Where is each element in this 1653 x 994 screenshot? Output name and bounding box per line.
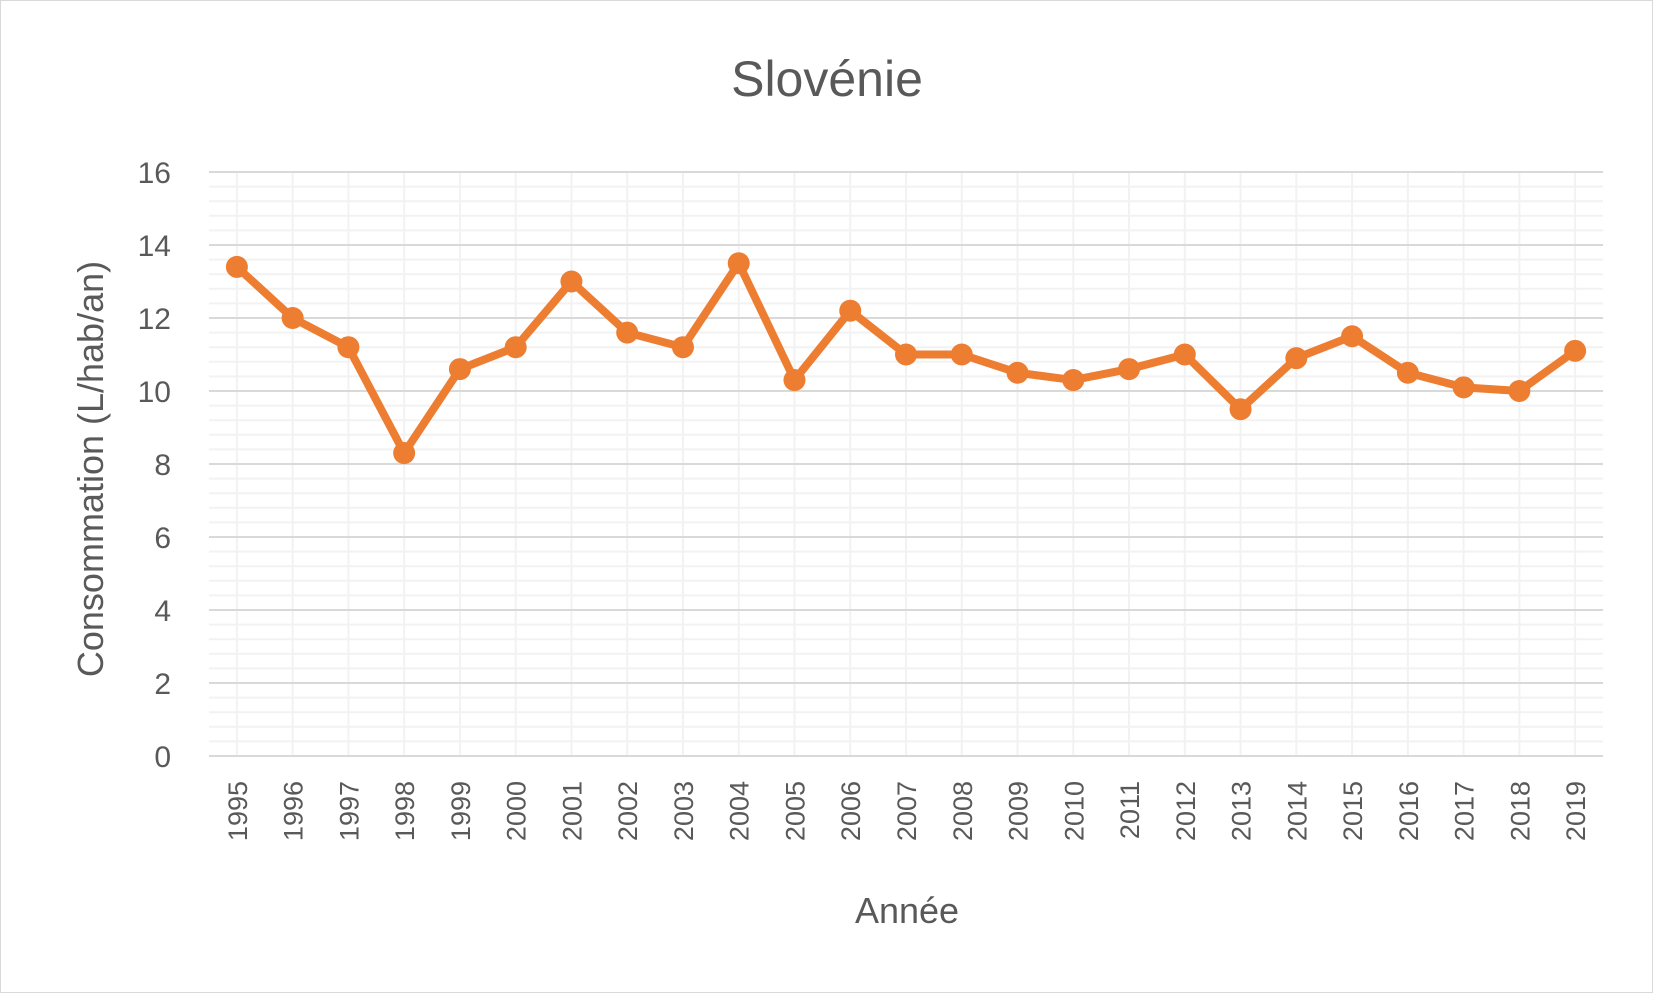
data-point bbox=[1173, 343, 1196, 366]
y-tick-label: 4 bbox=[154, 595, 171, 628]
data-point bbox=[895, 343, 917, 366]
data-point bbox=[1229, 398, 1252, 421]
data-point bbox=[727, 252, 750, 275]
data-point bbox=[393, 442, 416, 465]
data-points bbox=[225, 252, 1587, 465]
data-point bbox=[839, 299, 862, 322]
y-axis-title: Consommation (L/hab/an) bbox=[70, 261, 111, 677]
data-point bbox=[1118, 358, 1141, 381]
y-tick-label: 2 bbox=[154, 668, 171, 701]
data-point bbox=[1062, 369, 1085, 392]
data-point bbox=[783, 369, 806, 392]
x-tick-label: 2012 bbox=[1171, 781, 1201, 841]
x-tick-label: 2006 bbox=[836, 781, 866, 841]
x-tick-label: 2004 bbox=[725, 781, 755, 841]
x-tick-label: 2019 bbox=[1561, 781, 1591, 841]
x-tick-label: 2014 bbox=[1282, 781, 1312, 841]
data-point bbox=[1508, 380, 1531, 402]
data-point bbox=[281, 307, 304, 329]
data-point bbox=[671, 336, 694, 359]
chart-title: Slovénie bbox=[731, 51, 923, 107]
x-axis-title: Année bbox=[855, 890, 959, 931]
y-tick-label: 12 bbox=[138, 303, 171, 336]
x-tick-label: 2011 bbox=[1115, 781, 1145, 839]
data-point bbox=[1564, 339, 1587, 362]
x-tick-label: 1997 bbox=[334, 781, 364, 841]
data-point bbox=[337, 336, 360, 359]
x-tick-label: 1996 bbox=[279, 781, 309, 841]
x-tick-label: 2002 bbox=[613, 781, 643, 841]
x-tick-label: 1999 bbox=[446, 781, 476, 841]
data-point bbox=[1285, 347, 1308, 370]
x-tick-label: 2016 bbox=[1394, 781, 1424, 841]
y-tick-label: 6 bbox=[154, 522, 171, 555]
y-tick-label: 10 bbox=[138, 376, 171, 409]
x-tick-label: 2013 bbox=[1227, 781, 1257, 841]
x-tick-label: 2010 bbox=[1059, 781, 1089, 841]
data-point bbox=[616, 321, 639, 344]
y-tick-label: 16 bbox=[138, 157, 171, 190]
data-point bbox=[1341, 325, 1364, 348]
data-point bbox=[225, 255, 248, 278]
data-point bbox=[1396, 361, 1419, 384]
y-tick-label: 0 bbox=[154, 741, 171, 774]
x-tick-label: 2000 bbox=[502, 781, 532, 841]
y-tick-label: 14 bbox=[138, 230, 171, 263]
x-tick-label: 1998 bbox=[390, 781, 420, 841]
data-point bbox=[448, 358, 471, 381]
x-tick-label: 2003 bbox=[669, 781, 699, 841]
x-tick-label: 2001 bbox=[557, 781, 587, 841]
x-tick-label: 2005 bbox=[780, 781, 810, 841]
y-axis-ticks: 0 2 4 6 8 10 12 14 16 bbox=[138, 157, 171, 774]
x-tick-label: 2009 bbox=[1004, 781, 1034, 841]
x-tick-label: 2015 bbox=[1338, 781, 1368, 841]
x-tick-label: 2008 bbox=[948, 781, 978, 841]
data-point bbox=[560, 270, 583, 293]
x-axis-ticks: 1995 1996 1997 1998 1999 2000 2001 2002 2003 2004… bbox=[223, 781, 1591, 841]
x-tick-label: 1995 bbox=[223, 781, 253, 841]
x-tick-label: 2007 bbox=[892, 781, 922, 841]
data-point bbox=[1452, 376, 1475, 399]
data-point bbox=[504, 336, 527, 359]
x-tick-label: 2018 bbox=[1505, 781, 1535, 841]
x-tick-label: 2017 bbox=[1450, 781, 1480, 841]
data-point bbox=[1006, 361, 1029, 384]
data-point bbox=[950, 343, 973, 366]
y-tick-label: 8 bbox=[154, 449, 171, 482]
